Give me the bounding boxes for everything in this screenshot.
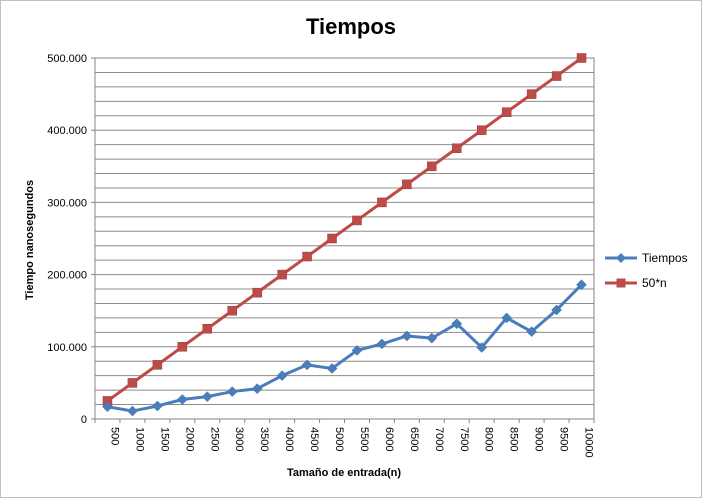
data-point	[576, 53, 587, 63]
data-point	[452, 143, 462, 153]
y-tick-label: 200.000	[47, 270, 87, 282]
data-point	[476, 125, 487, 135]
legend-label: Tiempos	[642, 251, 688, 265]
x-tick-label: 5000	[333, 427, 345, 451]
x-tick-label: 3000	[233, 427, 245, 451]
y-tick-label: 0	[81, 414, 87, 426]
x-tick-label: 1500	[158, 427, 170, 451]
x-tick-label: 8000	[483, 427, 495, 451]
data-point	[127, 378, 138, 388]
data-point	[451, 318, 463, 330]
y-axis-title: Tiempo nanosegundos	[24, 180, 36, 300]
y-tick-label: 400.000	[47, 125, 87, 137]
x-tick-label: 8500	[508, 427, 520, 451]
data-point	[426, 332, 438, 344]
plot-area	[94, 57, 595, 420]
data-point	[551, 71, 562, 81]
x-tick-label: 4500	[308, 427, 320, 451]
x-tick-label: 2500	[208, 427, 220, 451]
data-point	[551, 304, 562, 316]
legend: Tiempos 50*n	[605, 251, 688, 290]
legend-marker	[616, 278, 626, 288]
data-point	[377, 197, 387, 208]
data-point	[376, 338, 388, 350]
x-tick-label: 7500	[458, 427, 470, 451]
legend-item: 50*n	[605, 276, 667, 290]
x-tick-label: 6000	[383, 427, 395, 451]
y-tick-label: 100.000	[47, 342, 87, 354]
series-layer	[102, 53, 587, 417]
x-tick-label: 10000	[583, 427, 595, 458]
data-point	[252, 287, 262, 298]
data-point	[501, 107, 512, 117]
data-point	[176, 394, 188, 405]
x-tick-label: 1000	[133, 427, 145, 451]
y-axis-ticks: 0 100.000 200.000 300.000 400.000 500.000	[47, 53, 95, 426]
data-point	[276, 370, 288, 382]
series-0	[102, 279, 587, 417]
x-axis-title: Tamaño de entrada(n)	[287, 467, 401, 479]
data-point	[251, 383, 263, 395]
x-tick-label: 5500	[358, 427, 370, 451]
data-point	[327, 233, 337, 244]
data-point	[427, 161, 437, 172]
x-tick-label: 9500	[558, 427, 570, 451]
x-tick-label: 6500	[408, 427, 420, 451]
data-point	[202, 324, 213, 334]
data-point	[526, 89, 537, 99]
data-point	[152, 400, 163, 412]
y-tick-label: 500.000	[47, 53, 87, 65]
data-point	[277, 269, 287, 280]
legend-marker	[616, 253, 626, 263]
data-point	[152, 360, 163, 370]
data-point	[576, 279, 587, 291]
data-point	[201, 391, 213, 402]
data-point	[526, 326, 537, 337]
data-point	[102, 401, 113, 413]
data-point	[227, 305, 237, 316]
data-point	[226, 386, 238, 397]
data-point	[351, 345, 363, 356]
series-1	[102, 53, 587, 406]
data-point	[476, 342, 488, 353]
data-point	[127, 405, 138, 417]
chart-title: Tiempos	[306, 14, 396, 39]
data-point	[302, 251, 312, 262]
x-tick-label: 9000	[533, 427, 545, 451]
x-tick-label: 2000	[183, 427, 195, 451]
data-point	[501, 312, 513, 324]
data-point	[301, 359, 313, 371]
legend-label: 50*n	[642, 276, 667, 290]
x-axis-ticks: 500 1000 1500 2000 2500 3000 3500 4000 4500 5000 5…	[94, 419, 595, 458]
x-tick-label: 500	[108, 427, 120, 445]
data-point	[177, 342, 188, 352]
data-point	[401, 330, 413, 342]
x-tick-label: 4000	[283, 427, 295, 451]
x-tick-label: 3500	[258, 427, 270, 451]
y-tick-label: 300.000	[47, 197, 87, 209]
data-point	[326, 363, 338, 374]
data-point	[352, 215, 362, 226]
x-tick-label: 7000	[433, 427, 445, 451]
data-point	[402, 179, 412, 190]
legend-item: Tiempos	[605, 251, 688, 265]
